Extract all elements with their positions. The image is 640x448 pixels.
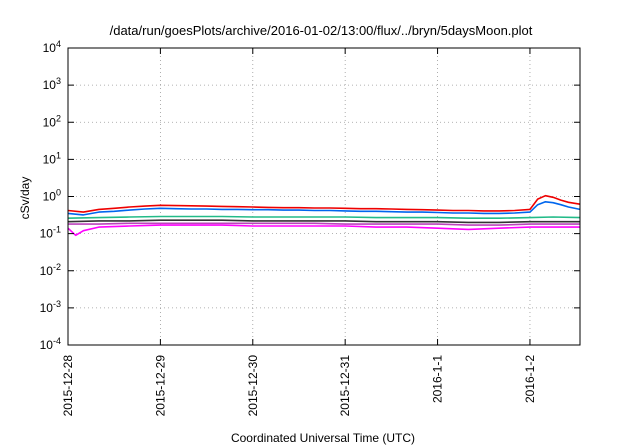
y-tick-mantissa: 10	[43, 152, 57, 166]
y-tick-label: 101	[43, 150, 61, 166]
y-tick-label: 10-3	[40, 299, 61, 315]
y-tick-exponent: -2	[53, 262, 61, 272]
y-tick-label: 102	[43, 113, 61, 129]
chart-title: /data/run/goesPlots/archive/2016-01-02/1…	[110, 23, 533, 38]
y-tick-exponent: -3	[53, 299, 61, 309]
series-group	[67, 194, 581, 237]
series-line-6	[67, 224, 580, 237]
series-line-2	[67, 201, 581, 216]
y-tick-label: 10-4	[40, 336, 61, 352]
y-tick-label: 100	[43, 188, 61, 204]
series-line-1	[67, 194, 581, 213]
y-tick-exponent: 3	[56, 76, 61, 86]
y-tick-label: 104	[43, 39, 61, 55]
y-tick-mantissa: 10	[40, 264, 54, 278]
y-tick-exponent: 1	[56, 150, 61, 160]
x-tick-labels: 2015-12-28 2015-12-29 2015-12-30 2015-12-31…	[61, 355, 537, 417]
y-tick-mantissa: 10	[40, 227, 54, 241]
y-tick-mantissa: 10	[43, 190, 57, 204]
y-tick-exponent: 4	[56, 39, 61, 49]
y-tick-mantissa: 10	[43, 41, 57, 55]
y-tick-mantissa: 10	[40, 338, 54, 352]
tick-group	[67, 47, 580, 346]
y-tick-exponent: 0	[56, 188, 61, 198]
x-axis-label: Coordinated Universal Time (UTC)	[231, 431, 415, 445]
y-tick-label: 103	[43, 76, 61, 92]
series-line-5	[68, 222, 580, 226]
x-tick-label: 2015-12-28	[61, 355, 75, 417]
y-tick-label: 10-2	[40, 262, 61, 278]
y-tick-mantissa: 10	[43, 78, 57, 92]
x-tick-label: 2015-12-30	[246, 355, 260, 417]
x-tick-label: 2015-12-31	[338, 355, 352, 417]
y-tick-label: 10-1	[40, 225, 61, 241]
y-tick-mantissa: 10	[40, 301, 54, 315]
y-tick-exponent: 2	[56, 113, 61, 123]
grid	[68, 48, 580, 345]
x-tick-label: 2016-1-2	[523, 355, 537, 403]
series-line-3	[67, 215, 581, 219]
x-tick-label: 2015-12-29	[153, 355, 167, 417]
y-tick-mantissa: 10	[43, 115, 57, 129]
y-axis-label: cSv/day	[18, 177, 32, 220]
x-tick-label: 2016-1-1	[431, 355, 445, 403]
y-tick-exponent: -1	[53, 225, 61, 235]
y-tick-exponent: -4	[53, 336, 61, 346]
series-line-4	[67, 219, 580, 224]
